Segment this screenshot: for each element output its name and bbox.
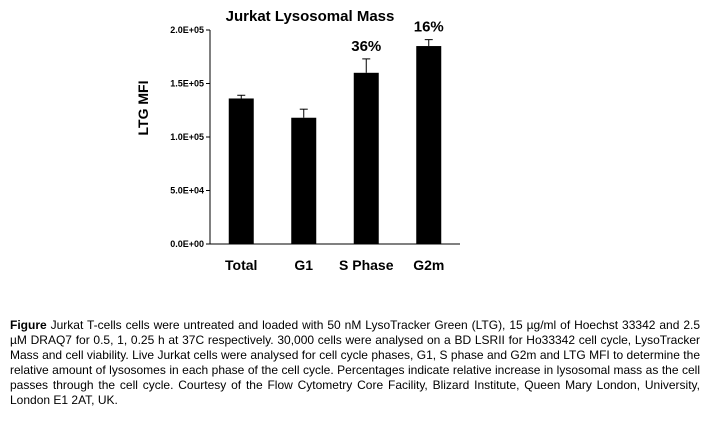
x-tick-label: G1 <box>294 257 313 273</box>
bar <box>228 98 254 244</box>
y-tick-label: 5.0E+04 <box>170 186 204 196</box>
y-axis-label: LTG MFI <box>135 81 151 136</box>
caption-text: Jurkat T-cells cells were untreated and … <box>10 318 700 407</box>
y-tick-label: 1.0E+05 <box>170 132 204 142</box>
y-tick-label: 1.5E+05 <box>170 79 204 89</box>
caption-label: Figure <box>10 318 47 332</box>
x-tick-label: Total <box>225 257 257 273</box>
chart-title: Jurkat Lysosomal Mass <box>226 8 395 25</box>
y-tick-label: 0.0E+00 <box>170 239 204 249</box>
bar <box>416 46 442 244</box>
data-label: 36% <box>351 38 381 55</box>
bar-chart: Jurkat Lysosomal Mass LTG MFI 0.0E+00 5.0… <box>135 8 460 273</box>
y-tick-label: 2.0E+05 <box>170 25 204 35</box>
figure-caption: Figure Jurkat T-cells cells were untreat… <box>10 318 700 408</box>
x-tick-label: S Phase <box>339 257 394 273</box>
bar <box>353 72 379 244</box>
bar <box>291 117 317 244</box>
data-label: 16% <box>414 19 444 36</box>
x-tick-label: G2m <box>413 257 444 273</box>
